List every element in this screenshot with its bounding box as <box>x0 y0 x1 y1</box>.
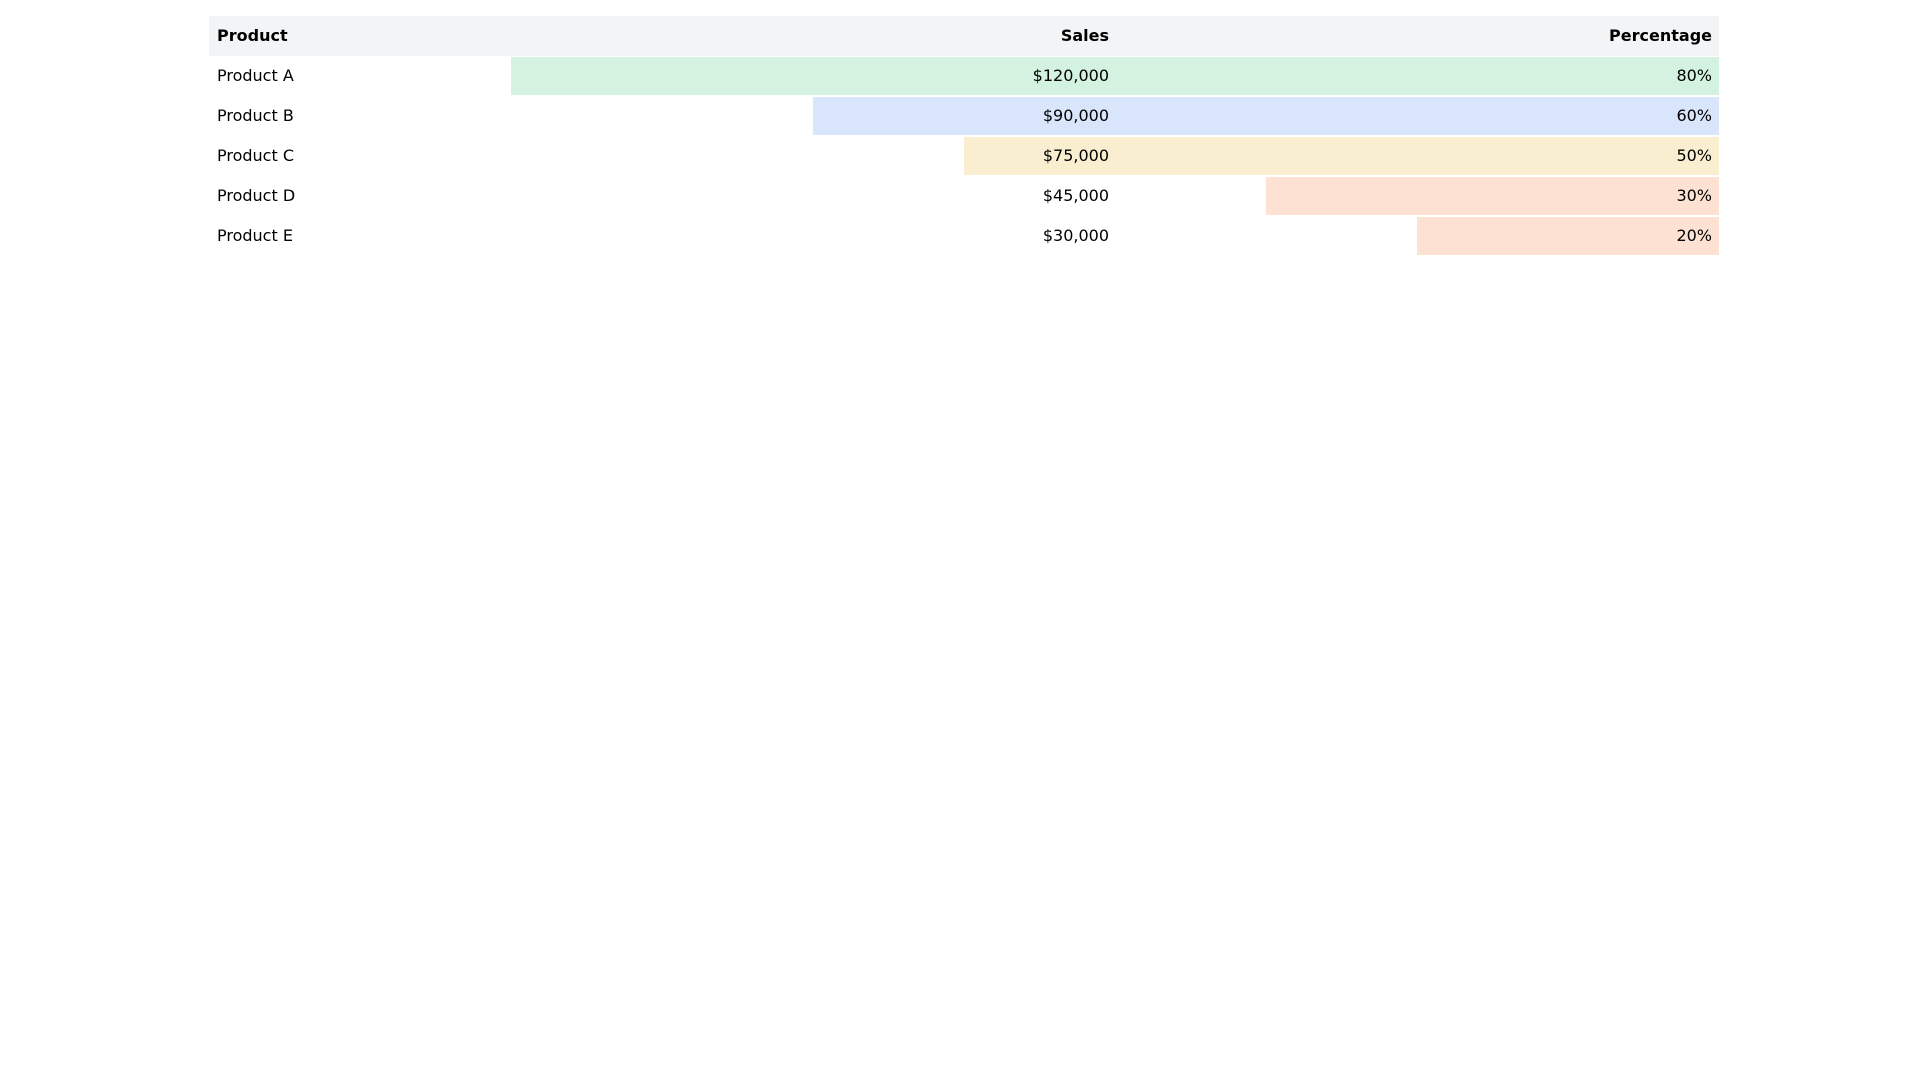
table-row: Product D $45,000 30% <box>209 176 1719 216</box>
sales-table: Product Sales Percentage Product A $120,0… <box>209 16 1719 256</box>
product-cell: Product D <box>217 186 296 205</box>
table-row: Product A $120,000 80% <box>209 56 1719 96</box>
percentage-bar <box>1417 217 1719 255</box>
product-cell: Product B <box>217 106 294 125</box>
percentage-cell: 30% <box>1676 186 1712 205</box>
product-cell: Product E <box>217 226 293 245</box>
table-row: Product B $90,000 60% <box>209 96 1719 136</box>
sales-cell: $120,000 <box>1032 66 1109 85</box>
table-row: Product E $30,000 20% <box>209 216 1719 256</box>
sales-cell: $30,000 <box>1042 226 1109 245</box>
header-sales: Sales <box>1060 26 1109 45</box>
product-cell: Product A <box>217 66 294 85</box>
product-cell: Product C <box>217 146 295 165</box>
table-body: Product A $120,000 80% Product B $90,000 60% P… <box>209 56 1719 256</box>
sales-cell: $90,000 <box>1042 106 1109 125</box>
percentage-bar <box>813 97 1719 135</box>
sales-cell: $45,000 <box>1042 186 1109 205</box>
header-percentage: Percentage <box>1609 26 1712 45</box>
table-row: Product C $75,000 50% <box>209 136 1719 176</box>
percentage-bar <box>511 57 1719 95</box>
percentage-bar <box>1266 177 1719 215</box>
percentage-cell: 60% <box>1676 106 1712 125</box>
percentage-bar <box>964 137 1719 175</box>
percentage-cell: 80% <box>1676 66 1712 85</box>
sales-cell: $75,000 <box>1042 146 1109 165</box>
header-product: Product <box>217 26 288 45</box>
percentage-cell: 20% <box>1676 226 1712 245</box>
percentage-cell: 50% <box>1676 146 1712 165</box>
table-header-row: Product Sales Percentage <box>209 16 1719 56</box>
